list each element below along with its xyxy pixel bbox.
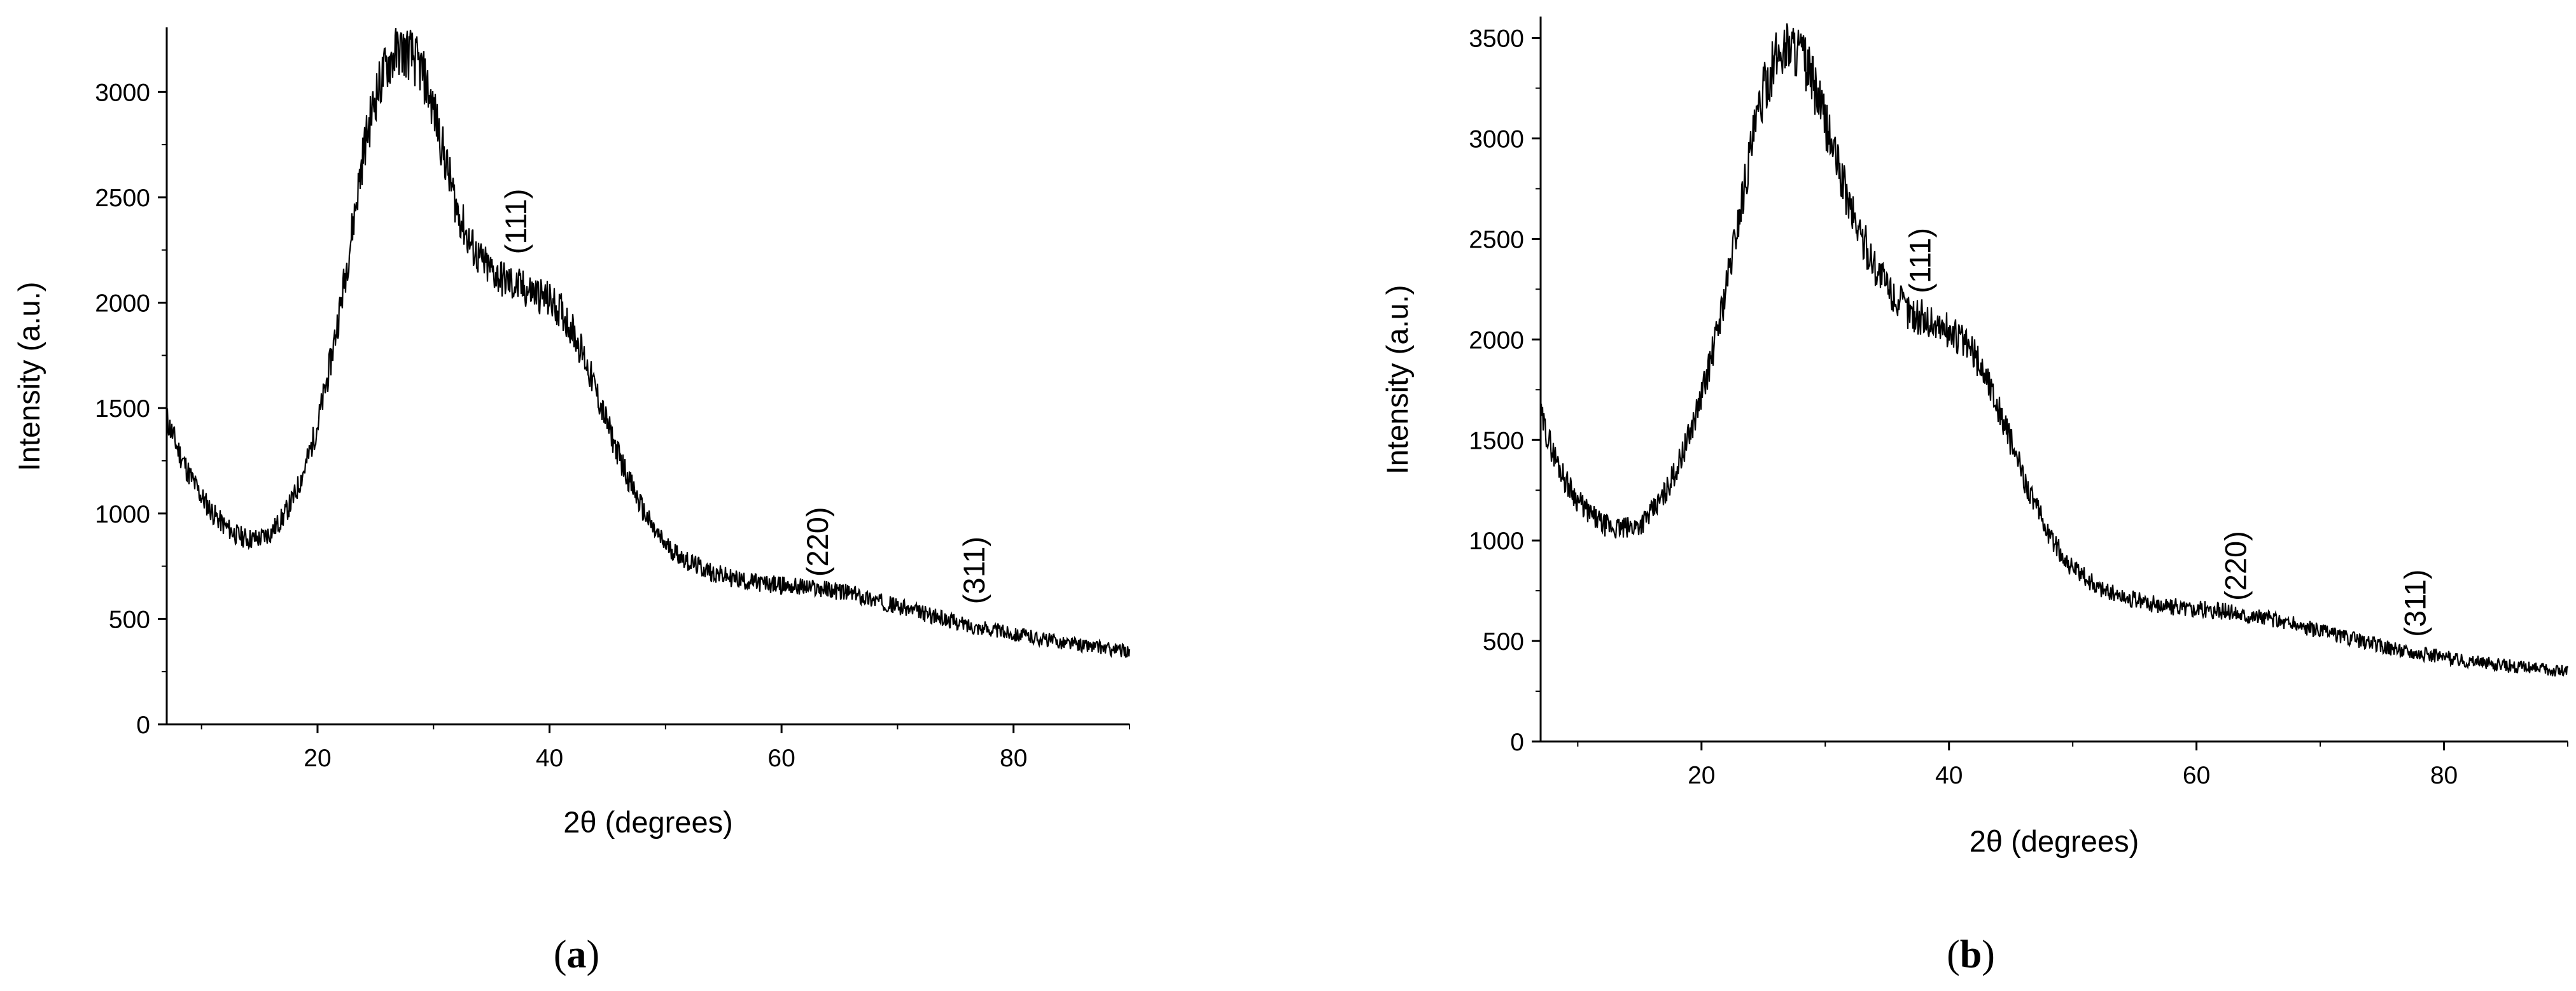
y-tick-label: 3000 [95, 79, 150, 106]
x-tick-label: 80 [2430, 762, 2458, 789]
y-tick-label: 2500 [95, 185, 150, 212]
peak-annotation: (311) [2398, 570, 2432, 637]
y-tick-label: 1000 [95, 501, 150, 528]
y-tick-label: 0 [136, 712, 150, 739]
x-tick-label: 40 [536, 745, 563, 772]
x-tick-label: 60 [2183, 762, 2210, 789]
y-axis-label: Intensity (a.u.) [1380, 285, 1414, 475]
y-tick-label: 1000 [1469, 528, 1524, 555]
peak-annotation: (220) [801, 507, 834, 577]
y-tick-label: 1500 [1469, 427, 1524, 454]
x-axis-label: 2θ (degrees) [1970, 824, 2139, 858]
x-tick-label: 60 [767, 745, 795, 772]
x-tick-label: 80 [1000, 745, 1027, 772]
y-tick-label: 2500 [1469, 226, 1524, 253]
y-tick-label: 500 [109, 606, 150, 633]
y-tick-label: 2000 [1469, 327, 1524, 354]
y-tick-label: 3500 [1469, 25, 1524, 53]
data-series-line [165, 28, 1131, 658]
x-axis-label: 2θ (degrees) [563, 805, 733, 839]
x-tick-label: 40 [1935, 762, 1963, 789]
panel-label: (b) [1947, 933, 1995, 976]
peak-annotation: (111) [499, 189, 533, 255]
panel-label: (a) [554, 933, 599, 976]
x-tick-label: 20 [304, 745, 331, 772]
peak-annotation: (220) [2218, 531, 2252, 601]
peak-annotation: (111) [1903, 228, 1937, 293]
chart-panel-a: 0 500 1000 1500 2000 2500 3000 20 40 60 80 2θ (degr… [12, 27, 1131, 976]
y-tick-label: 2000 [95, 290, 150, 318]
y-tick-label: 3000 [1469, 126, 1524, 153]
x-tick-label: 20 [1688, 762, 1715, 789]
y-axis-label: Intensity (a.u.) [12, 282, 46, 472]
y-tick-label: 500 [1483, 628, 1524, 656]
peak-annotation: (311) [957, 537, 991, 604]
chart-panel-b: 0 500 1000 1500 2000 2500 3000 3500 20 40 60 80 2θ (… [1380, 17, 2569, 976]
y-tick-label: 1500 [95, 395, 150, 423]
y-tick-label: 0 [1510, 729, 1524, 756]
data-series-line [1539, 23, 2569, 677]
